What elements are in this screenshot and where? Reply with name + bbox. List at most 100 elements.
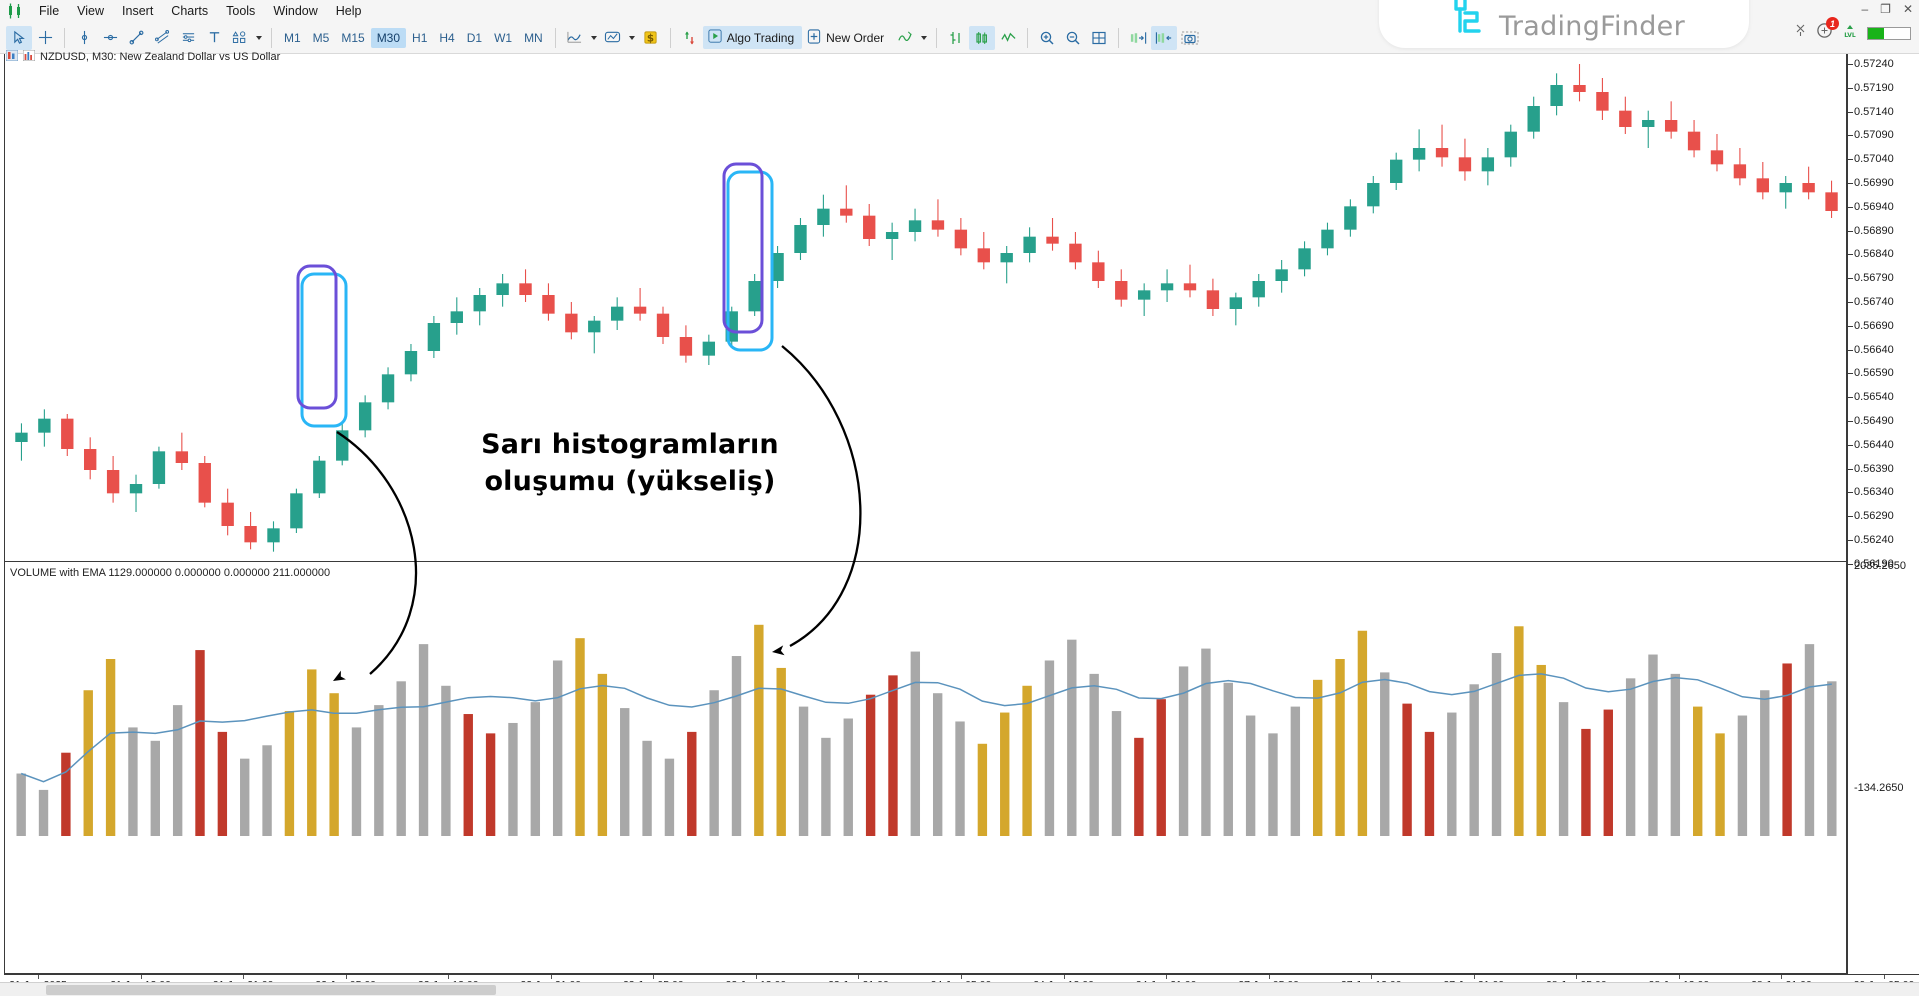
svg-text:$: $ (647, 32, 654, 44)
timeframe-m1[interactable]: M1 (284, 30, 301, 45)
template-dropdown-caret-icon[interactable] (626, 27, 638, 49)
timeframe-h4[interactable]: H4 (439, 30, 455, 45)
volume-scale-top: 2035.2650 (1854, 560, 1906, 572)
line-chart-icon[interactable] (562, 26, 588, 50)
close-button[interactable]: ✕ (1902, 2, 1913, 16)
time-tick (1576, 975, 1578, 979)
text-icon[interactable] (201, 26, 227, 50)
timeframe-m15[interactable]: M15 (341, 30, 365, 45)
price-tick (1848, 254, 1853, 256)
time-tick (1268, 975, 1270, 979)
svg-text:LVL: LVL (1844, 32, 1856, 39)
shapes-icon[interactable] (227, 26, 253, 50)
timeframe-mn[interactable]: MN (524, 30, 543, 45)
time-tick (961, 975, 962, 979)
minimize-button[interactable]: – (1861, 2, 1869, 16)
notification-badge: 1 (1826, 17, 1839, 30)
new-order-button[interactable]: New Order (802, 26, 892, 50)
chart-frame (4, 46, 1847, 974)
price-label: 0.56540 (1854, 391, 1894, 404)
price-tick (1848, 111, 1853, 113)
price-tick (1848, 397, 1853, 399)
indicator-dropdown-caret-icon[interactable] (918, 27, 930, 49)
crosshair-icon[interactable] (32, 26, 58, 50)
price-label: 0.56640 (1854, 343, 1894, 356)
price-tick (1848, 302, 1853, 303)
equidistant-channel-icon[interactable] (149, 26, 175, 50)
menu-item-help[interactable]: Help (335, 4, 362, 18)
time-tick (140, 975, 142, 979)
time-tick (550, 975, 552, 979)
grid-icon[interactable] (1086, 26, 1112, 50)
timeframe-d1[interactable]: D1 (466, 30, 483, 45)
price-tick (1848, 444, 1853, 446)
price-axis[interactable]: 0.57240 0.57190 0.57140 0.57090 0.57040 0.569… (1847, 46, 1919, 974)
menu-item-tools[interactable]: Tools (226, 4, 256, 18)
price-tick (1848, 563, 1853, 565)
menu-item-view[interactable]: View (77, 4, 105, 18)
candlestick-chart-icon[interactable] (969, 25, 996, 50)
line-graph-icon[interactable] (995, 26, 1021, 50)
timeframe-h1[interactable]: H1 (412, 30, 428, 45)
fibonacci-icon[interactable] (175, 26, 201, 50)
vertical-line-icon[interactable] (71, 26, 97, 50)
price-label: 0.57140 (1854, 105, 1894, 118)
toolbar-separator (64, 27, 65, 48)
time-tick (448, 975, 450, 979)
chart-shift-right-icon[interactable] (1125, 26, 1151, 50)
price-label: 0.57240 (1854, 58, 1894, 70)
annotation-line-2: oluşumu (yükseliş) (484, 466, 776, 498)
chart-shift-left-icon[interactable] (1151, 25, 1178, 50)
chart-title-bar: NZDUSD, M30: New Zealand Dollar vs US Do… (5, 49, 280, 64)
bar-chart-icon[interactable] (943, 26, 969, 50)
price-label: 0.56590 (1854, 367, 1894, 380)
price-tick (1848, 349, 1853, 351)
toolbar-separator (936, 27, 938, 48)
scrollbar-thumb[interactable] (46, 985, 496, 995)
price-tick (1848, 230, 1853, 232)
timeframe-m30[interactable]: M30 (370, 27, 407, 48)
price-label: 0.56340 (1854, 486, 1894, 499)
cursor-icon[interactable] (6, 25, 32, 50)
screenshot-icon[interactable] (1177, 26, 1203, 50)
tradingfinder-brand: TradingFinder (1379, 0, 1749, 48)
template-icon[interactable] (600, 26, 626, 50)
tradingfinder-logo-icon (1443, 0, 1489, 42)
toolbar-separator (1027, 27, 1029, 48)
menu-item-charts[interactable]: Charts (171, 4, 209, 18)
price-tick (1848, 468, 1853, 470)
notifications-icon[interactable]: 1 (1816, 17, 1839, 44)
dollar-icon[interactable]: $ (638, 26, 664, 50)
volume-scale-bottom: -134.2650 (1854, 782, 1904, 794)
indicator-icon[interactable] (677, 26, 703, 50)
trendline-icon[interactable] (123, 26, 149, 50)
indicator-list-icon[interactable] (892, 26, 918, 50)
timeframe-w1[interactable]: W1 (494, 30, 513, 45)
price-tick (1848, 64, 1853, 65)
status-tray: 1 LVL (1794, 17, 1911, 44)
menu-item-insert[interactable]: Insert (122, 4, 154, 18)
price-tick (1848, 325, 1853, 327)
shapes-dropdown-caret-icon[interactable] (253, 27, 265, 49)
time-tick (755, 975, 757, 979)
chart-type-dropdown-caret-icon[interactable] (588, 27, 600, 49)
maximize-button[interactable]: ❐ (1880, 2, 1891, 16)
mql-community-icon[interactable] (1794, 23, 1807, 43)
horizontal-line-icon[interactable] (97, 26, 123, 50)
menu-item-window[interactable]: Window (273, 4, 318, 18)
price-label: 0.56290 (1854, 510, 1894, 523)
time-tick (1678, 975, 1680, 979)
price-label: 0.56190 (1854, 557, 1894, 570)
time-tick (1166, 975, 1168, 979)
price-label: 0.56890 (1854, 224, 1894, 237)
horizontal-scrollbar[interactable] (0, 982, 1919, 996)
window-controls: – ❐ ✕ (1861, 2, 1913, 16)
algo-trading-button[interactable]: Algo Trading (702, 26, 803, 49)
zoom-out-icon[interactable] (1060, 26, 1086, 50)
timeframe-m5[interactable]: M5 (312, 30, 330, 45)
toolbar-separator (271, 27, 272, 48)
pane-divider (4, 561, 1847, 562)
menu-item-file[interactable]: File (39, 4, 60, 18)
new-order-label: New Order (826, 30, 885, 45)
zoom-in-icon[interactable] (1034, 26, 1060, 50)
